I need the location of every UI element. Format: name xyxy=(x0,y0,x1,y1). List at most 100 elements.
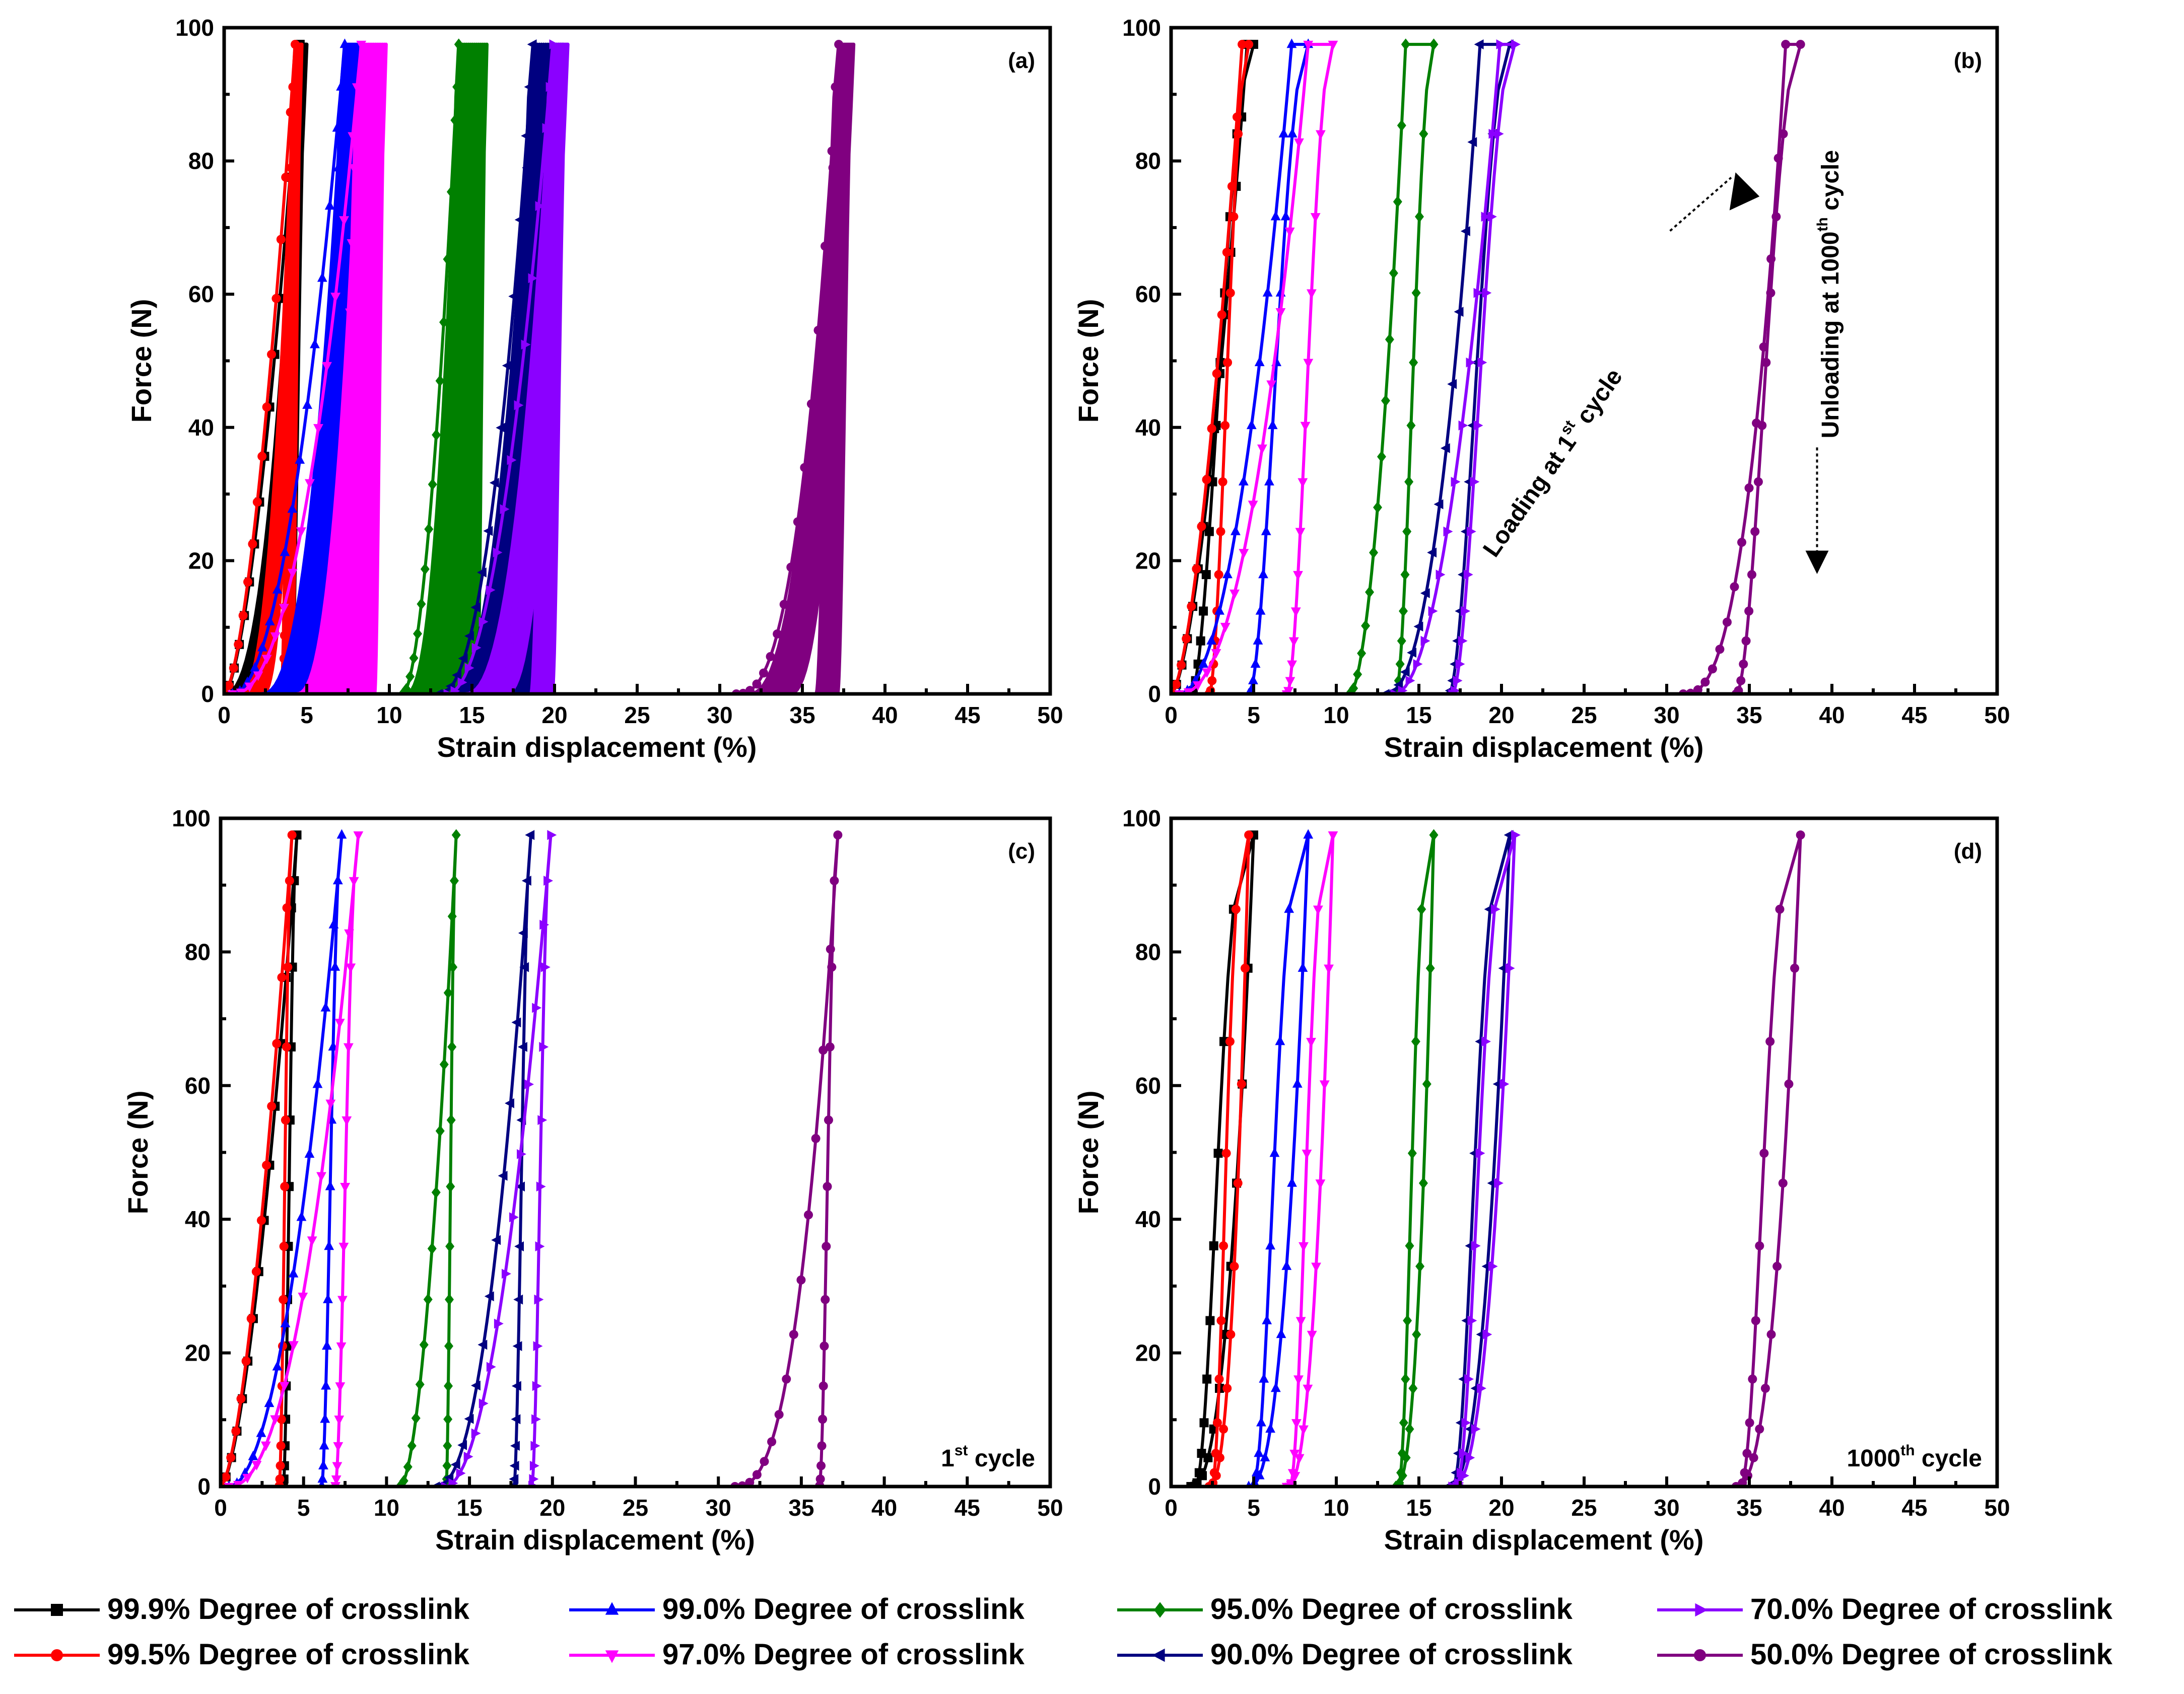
data-point xyxy=(1456,1467,1466,1478)
y-tick-label: 60 xyxy=(188,281,214,307)
y-tick-label: 60 xyxy=(1135,1073,1161,1099)
data-point xyxy=(1443,526,1453,537)
data-point xyxy=(1766,288,1776,298)
y-tick-label: 100 xyxy=(172,805,211,831)
data-point xyxy=(334,1416,345,1426)
series-6-a xyxy=(443,39,570,694)
data-point xyxy=(443,986,453,999)
x-tick-label: 10 xyxy=(374,1495,399,1521)
data-point xyxy=(298,1293,308,1302)
data-point xyxy=(456,1468,466,1478)
data-point xyxy=(470,1380,481,1391)
data-point xyxy=(1397,1447,1407,1459)
data-point xyxy=(251,1267,261,1277)
data-point xyxy=(276,1461,285,1470)
data-point xyxy=(1409,357,1418,369)
data-point xyxy=(1254,1447,1264,1457)
data-point xyxy=(1211,1449,1220,1458)
x-tick-label: 35 xyxy=(1736,702,1762,728)
data-point xyxy=(1693,685,1702,694)
data-point xyxy=(1381,394,1390,407)
y-tick-label: 80 xyxy=(1135,148,1161,174)
data-point xyxy=(1766,1329,1776,1339)
data-point xyxy=(1466,526,1476,537)
series-line-5-b-2 xyxy=(1447,43,1512,694)
data-point xyxy=(1299,1242,1309,1252)
data-point xyxy=(262,402,271,412)
data-point xyxy=(1257,444,1267,454)
data-point xyxy=(1405,1240,1414,1252)
y-tick-label: 0 xyxy=(1148,1473,1161,1500)
y-axis-title: Force (N) xyxy=(1072,299,1104,423)
data-point xyxy=(529,1460,539,1471)
series-6-d xyxy=(1448,830,1521,1487)
data-point xyxy=(1328,831,1338,841)
data-point xyxy=(411,1412,421,1425)
data-point xyxy=(1772,1261,1782,1271)
data-point xyxy=(1248,501,1258,511)
data-point xyxy=(505,1098,514,1108)
data-point xyxy=(1290,607,1301,617)
data-point xyxy=(1408,1382,1418,1394)
y-tick-label: 20 xyxy=(1135,1340,1161,1366)
data-point xyxy=(509,1460,519,1471)
legend-item: 50.0% Degree of crosslink xyxy=(1657,1638,2113,1671)
data-point xyxy=(773,629,782,639)
data-point xyxy=(1406,419,1416,432)
legend-item: 97.0% Degree of crosslink xyxy=(569,1638,1025,1671)
data-point xyxy=(486,585,496,595)
data-point xyxy=(1453,675,1463,686)
x-tick-label: 20 xyxy=(539,1495,565,1521)
data-point xyxy=(415,1378,425,1390)
data-point xyxy=(479,1398,489,1408)
y-tick-label: 80 xyxy=(185,939,211,965)
x-tick-label: 5 xyxy=(1247,702,1260,728)
data-point xyxy=(512,1341,522,1352)
data-point xyxy=(1405,1423,1414,1435)
data-point xyxy=(1488,128,1498,139)
data-point xyxy=(1281,1260,1292,1270)
data-point xyxy=(535,201,545,211)
data-point xyxy=(1287,128,1298,137)
y-tick-label: 20 xyxy=(185,1340,211,1366)
data-point xyxy=(1775,904,1785,914)
data-point xyxy=(1402,525,1412,538)
data-point xyxy=(818,1381,828,1391)
data-point xyxy=(1285,677,1295,687)
data-point xyxy=(310,338,320,348)
data-point xyxy=(1212,369,1221,378)
data-point xyxy=(1427,547,1437,558)
data-point xyxy=(1222,248,1232,257)
data-point xyxy=(1275,1035,1285,1045)
cycle-annotation: 1000th cycle xyxy=(1847,1442,1982,1472)
series-line-7-b-2 xyxy=(1734,43,1802,694)
data-point xyxy=(1284,227,1295,237)
x-tick-label: 20 xyxy=(541,702,567,728)
data-point xyxy=(332,1462,343,1472)
data-point xyxy=(1417,903,1426,915)
x-tick-label: 10 xyxy=(1323,702,1349,728)
data-point xyxy=(1771,212,1781,222)
data-point xyxy=(1194,1468,1204,1477)
data-point xyxy=(447,910,457,923)
data-point xyxy=(272,1361,283,1371)
data-point xyxy=(1420,636,1430,646)
legend-marker xyxy=(51,1649,63,1661)
data-point xyxy=(1287,1177,1297,1187)
data-point xyxy=(1261,525,1271,535)
data-point xyxy=(435,375,445,387)
data-point xyxy=(1230,1261,1239,1271)
data-point xyxy=(1778,1178,1788,1188)
data-point xyxy=(827,962,837,972)
data-point xyxy=(448,1478,458,1487)
data-point xyxy=(305,479,315,489)
data-point xyxy=(1796,40,1805,49)
series-2-d xyxy=(1246,829,1314,1487)
data-point xyxy=(1751,1316,1760,1325)
data-point xyxy=(1313,905,1323,915)
data-point xyxy=(1239,549,1249,558)
data-point xyxy=(1745,1418,1754,1428)
data-point xyxy=(1248,674,1258,684)
legend-item: 95.0% Degree of crosslink xyxy=(1117,1593,1573,1626)
data-point xyxy=(471,1428,481,1439)
